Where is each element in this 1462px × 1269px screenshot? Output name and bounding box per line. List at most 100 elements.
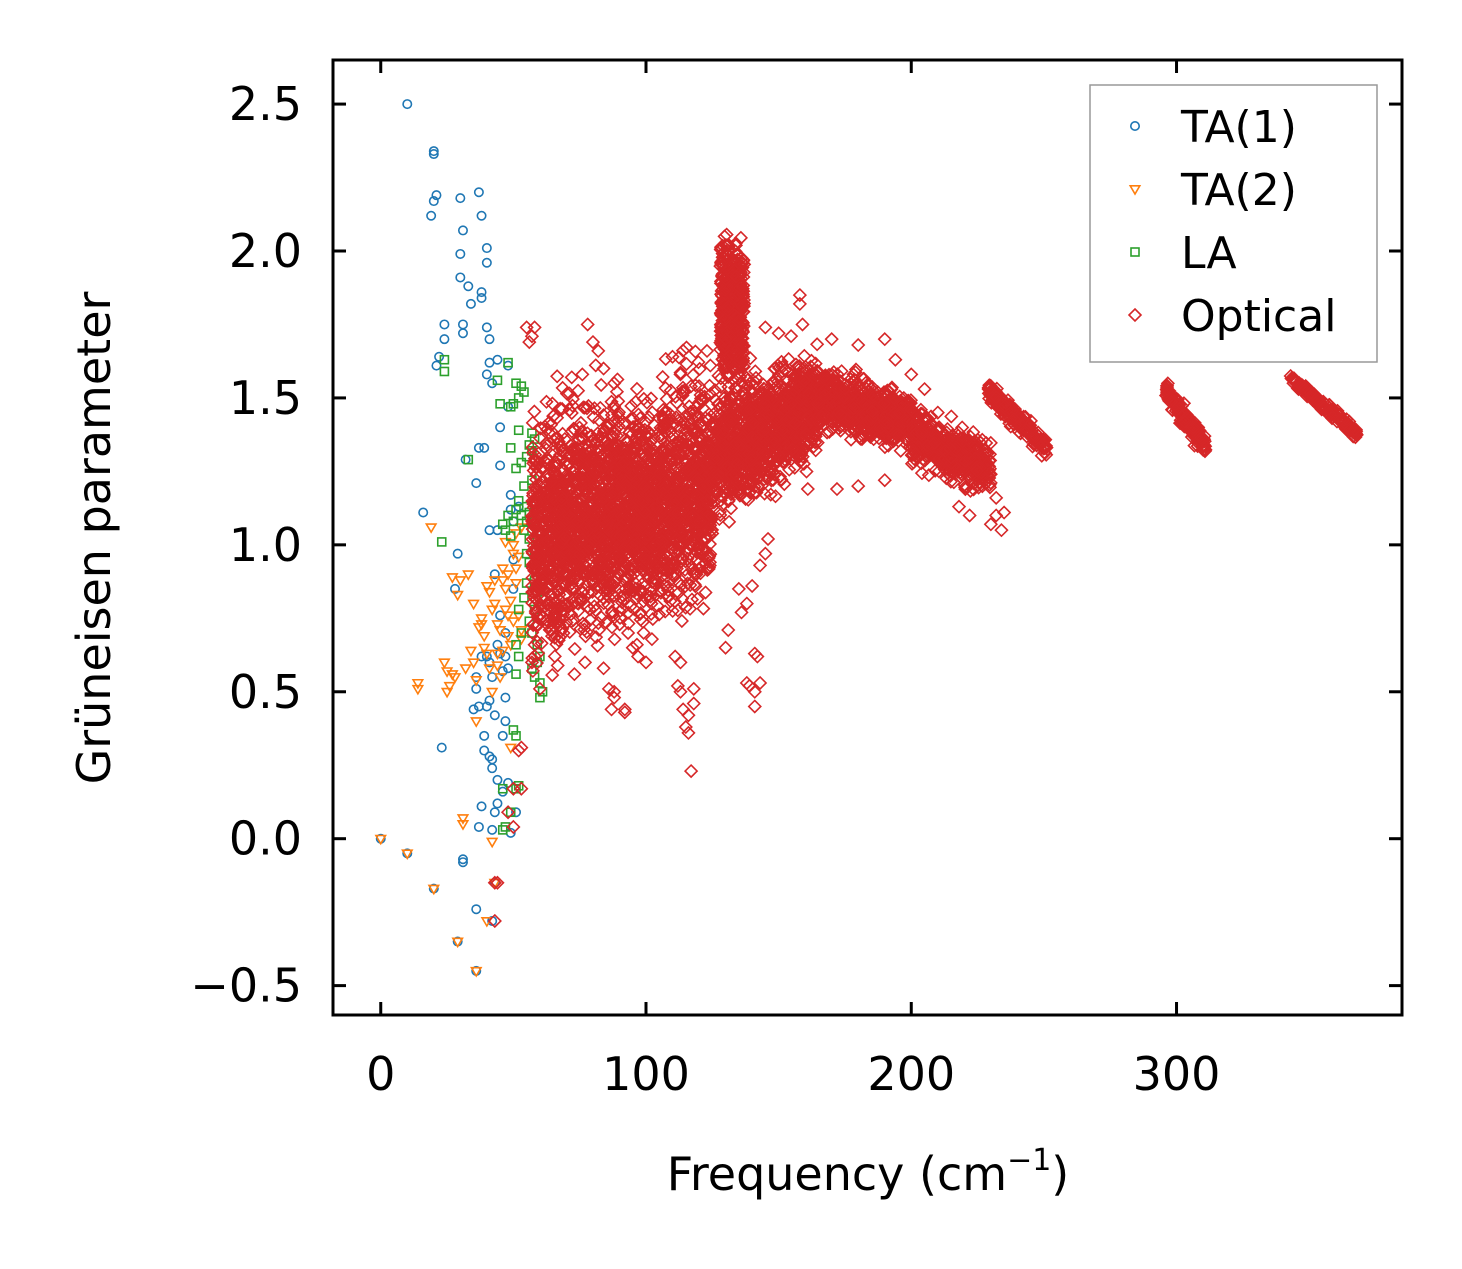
- data-point: [374, 834, 387, 846]
- optical-point: [677, 562, 693, 577]
- optical-point: [649, 510, 665, 525]
- data-point: [401, 849, 414, 860]
- optical-point: [626, 446, 642, 461]
- optical-point: [550, 369, 565, 384]
- optical-point: [597, 422, 613, 438]
- data-point: [519, 592, 529, 603]
- optical-point: [525, 415, 540, 430]
- optical-point: [616, 554, 631, 570]
- optical-point: [644, 632, 660, 647]
- optical-point: [767, 361, 782, 376]
- optical-point: [672, 420, 688, 435]
- optical-point: [585, 495, 600, 510]
- data-point: [511, 463, 521, 474]
- data-point: [473, 442, 484, 453]
- optical-point: [612, 610, 628, 625]
- optical-point: [625, 539, 640, 555]
- optical-point: [582, 539, 597, 554]
- optical-point: [527, 404, 542, 419]
- optical-point: [636, 625, 651, 641]
- optical-point: [551, 450, 566, 466]
- data-point: [484, 525, 495, 536]
- data-point: [450, 583, 461, 594]
- data-point: [436, 742, 447, 753]
- data-point: [513, 501, 524, 512]
- optical-point: [587, 466, 603, 481]
- optical-point: [598, 615, 614, 630]
- optical-point: [658, 604, 673, 619]
- series-ta-2-: [374, 523, 528, 978]
- data-point: [524, 616, 535, 627]
- data-point: [428, 196, 439, 207]
- optical-point: [639, 552, 654, 567]
- optical-point: [674, 448, 689, 464]
- optical-point: [598, 454, 614, 469]
- optical-point: [620, 435, 635, 450]
- optical-point: [531, 549, 546, 564]
- optical-point: [589, 579, 605, 594]
- optical-point: [627, 602, 642, 617]
- data-point: [508, 398, 519, 409]
- optical-point: [609, 428, 624, 443]
- data-point: [515, 626, 528, 637]
- optical-point: [593, 580, 608, 595]
- data-point: [513, 425, 524, 436]
- optical-point: [543, 417, 559, 432]
- optical-point: [641, 410, 657, 425]
- data-point: [511, 504, 521, 515]
- data-point: [513, 651, 524, 662]
- data-point: [481, 369, 492, 380]
- optical-point: [675, 343, 691, 358]
- optical-point: [540, 489, 555, 504]
- optical-point: [593, 400, 608, 416]
- data-point: [483, 664, 496, 675]
- optical-point: [595, 490, 611, 505]
- data-point: [511, 807, 522, 818]
- data-point: [479, 745, 490, 756]
- data-point: [479, 442, 490, 453]
- data-point: [463, 281, 474, 292]
- optical-point: [620, 625, 636, 641]
- data-point: [488, 576, 502, 587]
- optical-point: [691, 424, 706, 439]
- optical-point: [590, 435, 605, 450]
- optical-point: [545, 546, 560, 562]
- optical-point: [584, 518, 599, 533]
- data-point: [496, 646, 509, 658]
- data-point: [516, 510, 527, 521]
- data-point: [454, 576, 467, 587]
- optical-point: [595, 482, 610, 497]
- optical-point: [562, 509, 577, 525]
- optical-point: [573, 415, 589, 431]
- data-point: [501, 631, 515, 643]
- data-point: [457, 854, 468, 865]
- optical-point: [693, 566, 708, 581]
- optical-point: [593, 555, 608, 570]
- optical-point: [593, 588, 608, 603]
- optical-point: [702, 555, 718, 570]
- data-point: [471, 904, 482, 915]
- optical-point: [564, 614, 579, 629]
- data-point: [509, 564, 523, 575]
- optical-point: [624, 398, 639, 414]
- data-point: [411, 684, 425, 696]
- optical-point: [532, 431, 548, 446]
- optical-point: [578, 442, 593, 458]
- data-point: [431, 360, 442, 371]
- optical-point: [619, 489, 634, 505]
- data-point: [480, 581, 494, 593]
- data-point: [485, 605, 499, 617]
- optical-point: [545, 396, 560, 411]
- data-point: [497, 786, 508, 797]
- optical-point: [570, 383, 586, 398]
- data-point: [509, 579, 523, 590]
- optical-point: [581, 398, 596, 414]
- optical-point: [678, 600, 693, 615]
- optical-point: [669, 395, 684, 410]
- data-point: [516, 457, 527, 468]
- optical-point: [618, 491, 634, 506]
- data-point: [475, 614, 488, 625]
- optical-point: [573, 621, 588, 636]
- optical-point: [546, 614, 561, 630]
